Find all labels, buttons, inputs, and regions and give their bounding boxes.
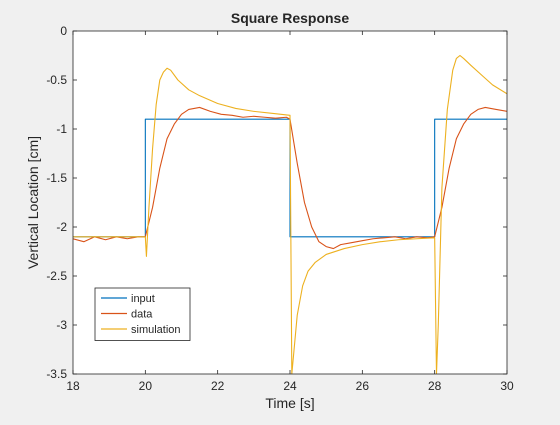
y-tick-label: -3.5 bbox=[46, 367, 67, 381]
y-tick-label: -1.5 bbox=[46, 171, 67, 185]
legend-label-input: input bbox=[131, 293, 155, 305]
legend-label-simulation: simulation bbox=[131, 324, 181, 336]
legend: input data simulation bbox=[94, 287, 191, 341]
y-tick-label: -0.5 bbox=[46, 73, 67, 87]
tick-layer: 18 20 22 24 26 28 30 0 -0.5 -1 -1.5 -2 -2.5 -3 -3.5 bbox=[46, 24, 514, 393]
x-tick-label: 22 bbox=[211, 379, 225, 393]
x-tick-label: 20 bbox=[139, 379, 153, 393]
x-tick-label: 30 bbox=[500, 379, 514, 393]
x-tick-label: 24 bbox=[283, 379, 297, 393]
legend-label-data: data bbox=[131, 309, 153, 321]
chart-title: Square Response bbox=[231, 10, 349, 26]
x-axis-label: Time [s] bbox=[265, 395, 314, 411]
y-axis-label: Vertical Location [cm] bbox=[25, 136, 41, 269]
series-layer bbox=[73, 54, 507, 374]
x-tick-label: 28 bbox=[428, 379, 442, 393]
y-tick-label: -3 bbox=[56, 318, 67, 332]
y-tick-label: -1 bbox=[56, 122, 67, 136]
y-tick-label: 0 bbox=[60, 24, 67, 38]
legend-box bbox=[94, 287, 191, 341]
y-tick-label: -2.5 bbox=[46, 269, 67, 283]
series-line-simulation bbox=[73, 54, 507, 374]
x-tick-label: 18 bbox=[66, 379, 80, 393]
y-tick-label: -2 bbox=[56, 220, 67, 234]
x-tick-label: 26 bbox=[356, 379, 370, 393]
